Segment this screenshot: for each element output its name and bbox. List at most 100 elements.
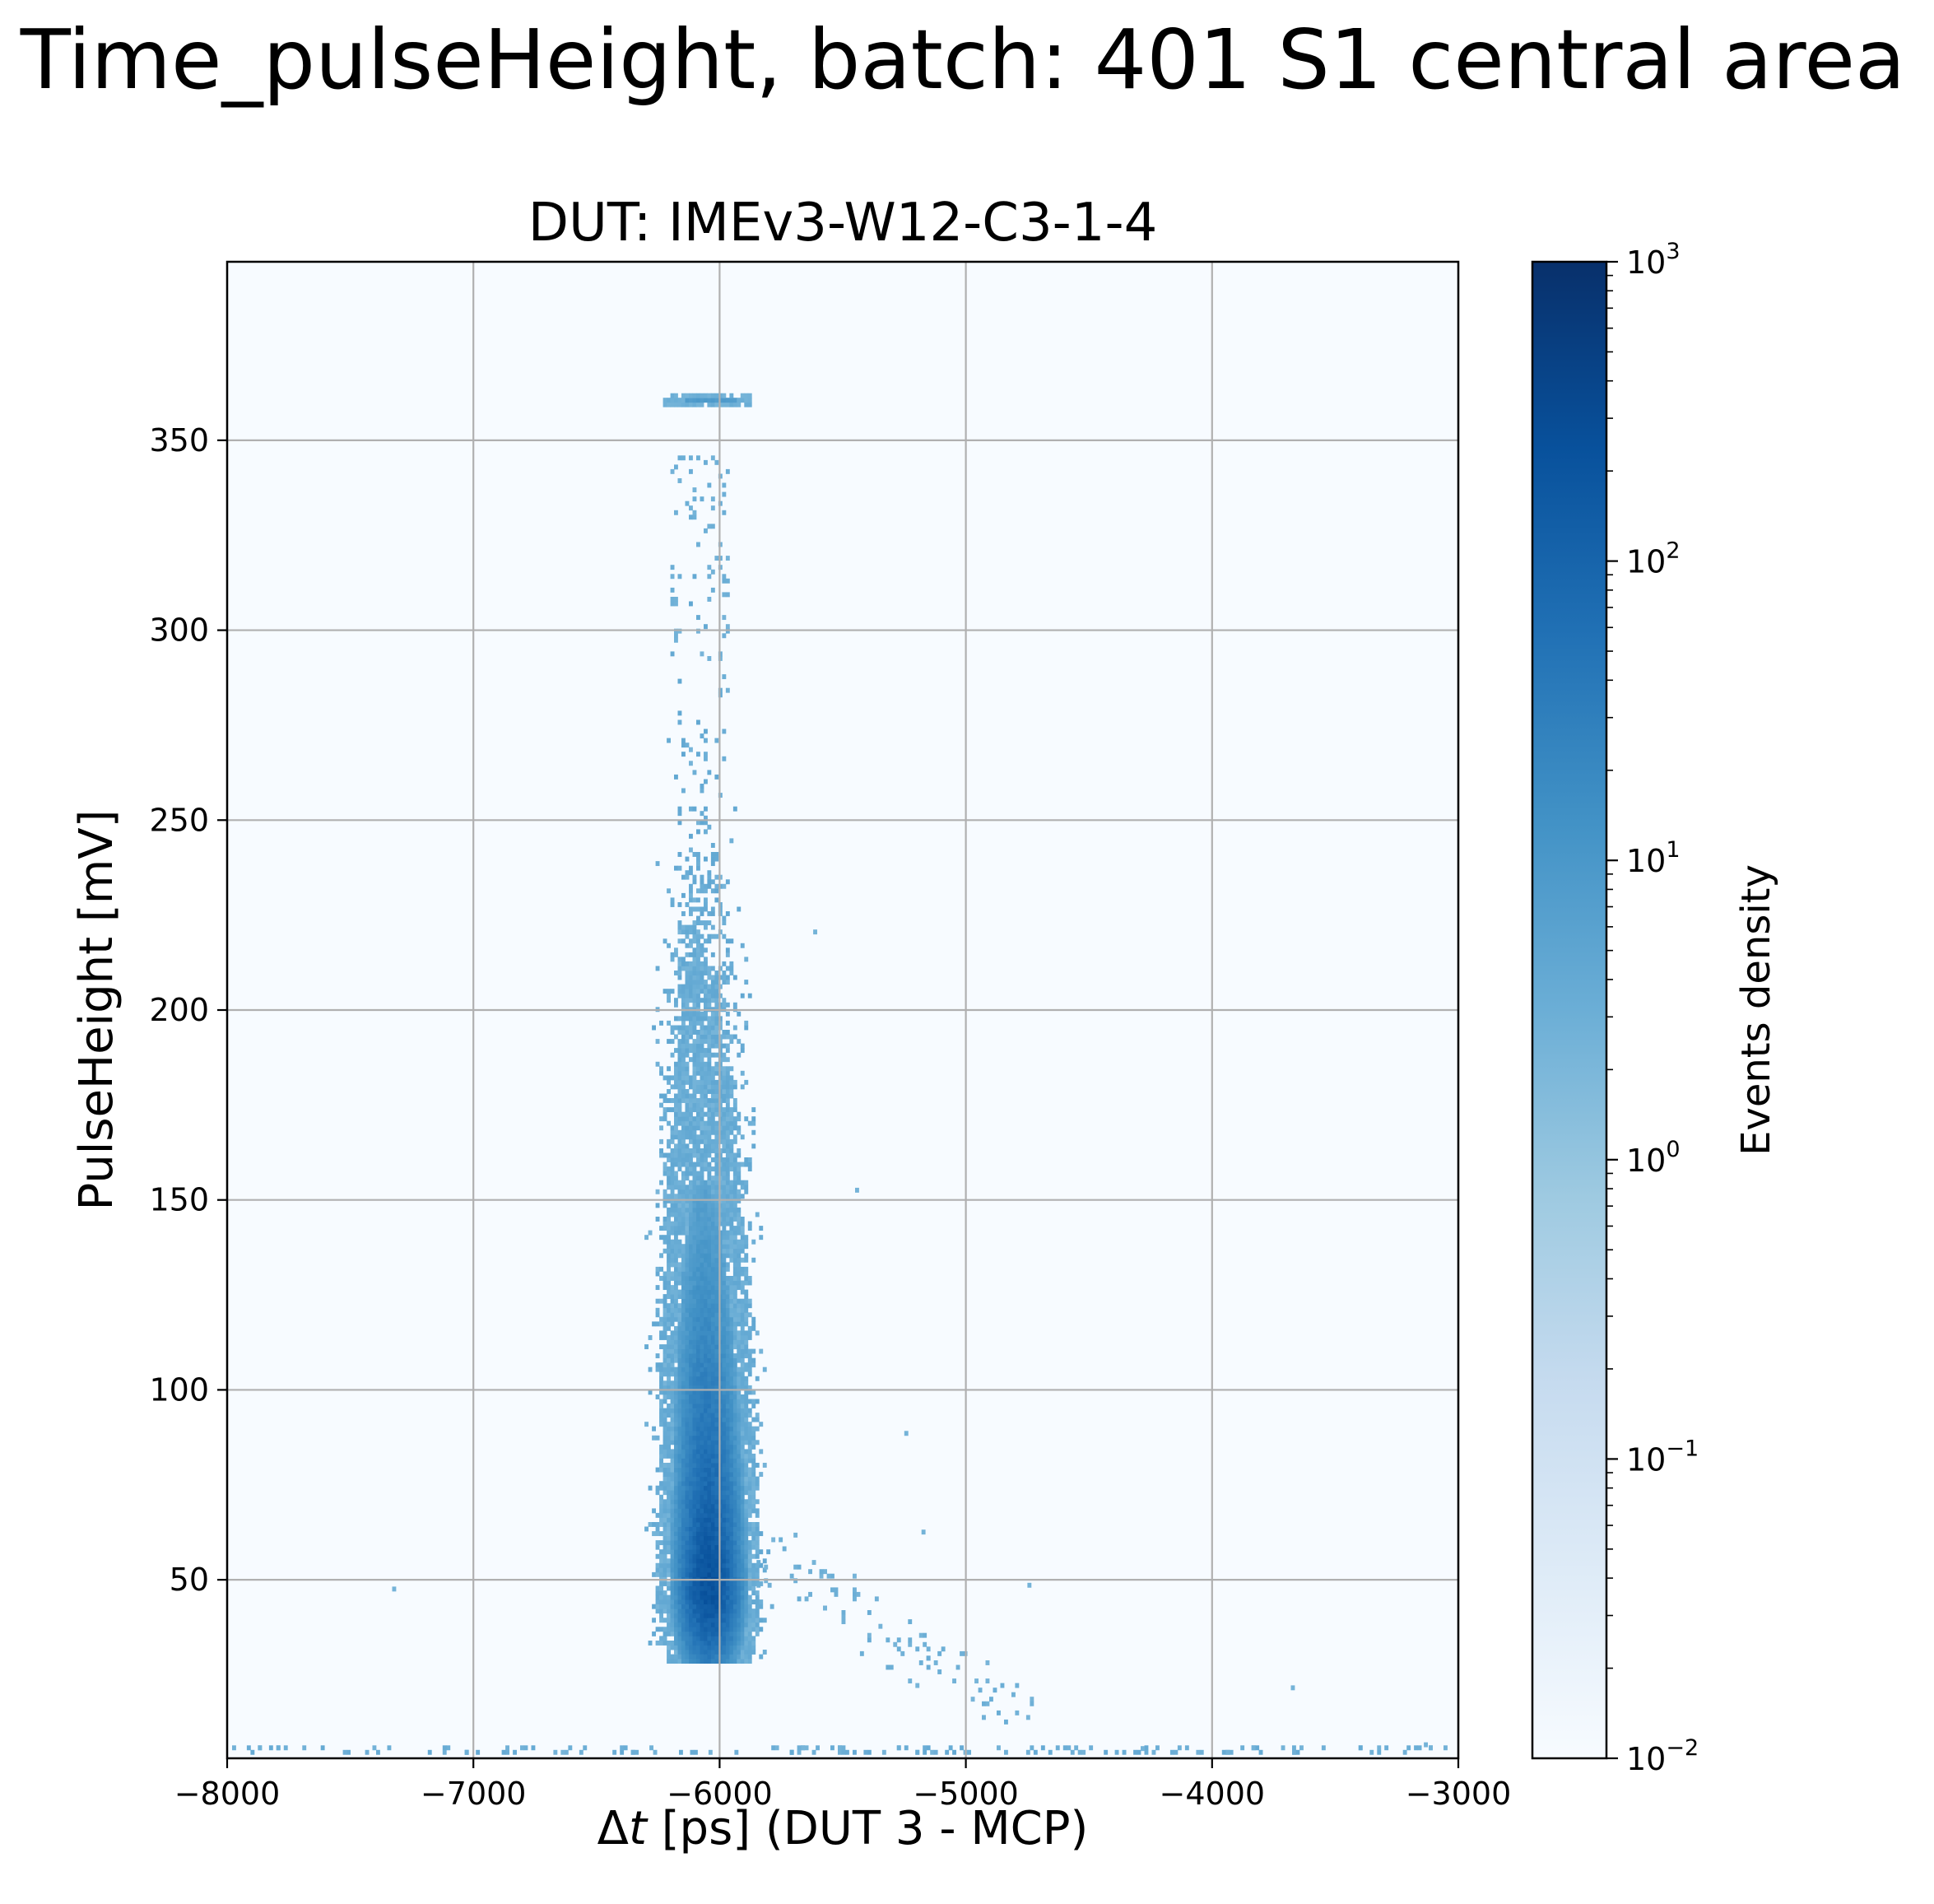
heatmap-cell	[689, 1581, 693, 1586]
heatmap-cell	[729, 1499, 734, 1505]
heatmap-cell	[751, 1585, 756, 1591]
heatmap-cell	[681, 1608, 686, 1614]
heatmap-cell	[732, 1449, 737, 1455]
heatmap-cell	[670, 1641, 675, 1646]
heatmap-cell	[670, 1631, 675, 1636]
heatmap-cell	[722, 1285, 727, 1291]
heatmap-cell	[747, 1435, 752, 1441]
heatmap-cell	[648, 1641, 653, 1646]
heatmap-cell	[689, 1271, 693, 1277]
heatmap-cell	[704, 1134, 708, 1140]
heatmap-cell	[710, 1622, 715, 1627]
heatmap-cell	[681, 1581, 686, 1586]
heatmap-cell	[714, 1376, 719, 1381]
heatmap-cell	[670, 1039, 675, 1045]
heatmap-cell	[714, 556, 719, 561]
heatmap-cell	[710, 989, 715, 994]
heatmap-cell	[729, 1253, 734, 1259]
heatmap-cell	[670, 1426, 675, 1431]
heatmap-cell	[670, 1161, 675, 1167]
heatmap-cell	[740, 1194, 745, 1199]
heatmap-cell	[674, 1458, 678, 1464]
heatmap-cell	[700, 1226, 704, 1231]
heatmap-cell	[670, 1558, 675, 1564]
heatmap-cell	[685, 1134, 690, 1140]
heatmap-cell	[700, 1503, 704, 1509]
heatmap-cell	[710, 1070, 715, 1076]
heatmap-cell	[737, 1262, 742, 1268]
heatmap-cell	[707, 1571, 712, 1577]
heatmap-cell	[670, 1540, 675, 1546]
heatmap-cell	[667, 1239, 671, 1245]
heatmap-cell	[681, 1175, 686, 1181]
heatmap-cell	[725, 1549, 730, 1555]
heatmap-cell	[677, 1161, 682, 1167]
heatmap-cell	[737, 1321, 742, 1327]
heatmap-cell	[722, 1148, 727, 1153]
heatmap-cell	[659, 1125, 663, 1131]
heatmap-cell	[681, 1467, 686, 1473]
heatmap-cell	[737, 1549, 742, 1555]
heatmap-cell	[737, 1385, 742, 1390]
heatmap-cell	[747, 1413, 752, 1418]
heatmap-cell	[751, 1618, 756, 1623]
heatmap-cell	[722, 1098, 727, 1103]
heatmap-cell	[729, 1307, 734, 1313]
heatmap-cell	[692, 933, 697, 939]
heatmap-cell	[685, 980, 690, 985]
heatmap-cell	[747, 1280, 752, 1286]
heatmap-cell	[662, 1152, 667, 1158]
heatmap-cell	[714, 1366, 719, 1372]
heatmap-cell	[685, 924, 690, 930]
heatmap-cell	[677, 1129, 682, 1135]
heatmap-cell	[751, 1472, 756, 1478]
heatmap-cell	[681, 1567, 686, 1573]
heatmap-cell	[681, 1463, 686, 1468]
heatmap-cell	[751, 1508, 756, 1514]
heatmap-cell	[707, 1553, 712, 1559]
heatmap-cell	[677, 1321, 682, 1327]
heatmap-cell	[674, 1390, 678, 1395]
heatmap-cell	[707, 1535, 712, 1541]
heatmap-cell	[667, 1185, 671, 1190]
heatmap-cell	[685, 993, 690, 999]
heatmap-cell	[1151, 1749, 1156, 1755]
heatmap-cell	[704, 1253, 708, 1259]
heatmap-cell	[685, 1458, 690, 1464]
heatmap-cell	[674, 393, 678, 398]
heatmap-cell	[692, 1098, 697, 1103]
heatmap-cell	[722, 1571, 727, 1577]
heatmap-cell	[725, 1390, 730, 1395]
heatmap-cell	[667, 1262, 671, 1268]
heatmap-cell	[755, 1476, 760, 1482]
heatmap-cell	[722, 393, 727, 398]
heatmap-cell	[677, 1531, 682, 1537]
heatmap-cell	[725, 1102, 730, 1108]
heatmap-cell	[685, 1111, 690, 1117]
heatmap-cell	[740, 1549, 745, 1555]
heatmap-cell	[689, 1116, 693, 1122]
heatmap-cell	[677, 1408, 682, 1413]
heatmap-cell	[700, 943, 704, 948]
heatmap-cell	[692, 1171, 697, 1176]
heatmap-cell	[725, 1098, 730, 1103]
heatmap-cell	[751, 1503, 756, 1509]
heatmap-cell	[744, 1558, 749, 1564]
heatmap-cell	[751, 1357, 756, 1363]
heatmap-cell	[667, 1549, 671, 1555]
heatmap-cell	[674, 1472, 678, 1478]
heatmap-cell	[692, 1594, 697, 1600]
heatmap-cell	[655, 1571, 660, 1577]
heatmap-cell	[689, 1221, 693, 1227]
x-tick-label: −7000	[421, 1776, 527, 1812]
heatmap-cell	[677, 1102, 682, 1108]
heatmap-cell	[667, 1618, 671, 1623]
heatmap-cell	[674, 998, 678, 1003]
heatmap-cell	[729, 1408, 734, 1413]
heatmap-cell	[662, 1553, 667, 1559]
heatmap-cell	[692, 398, 697, 403]
heatmap-cell	[677, 1043, 682, 1049]
heatmap-cell	[797, 1564, 802, 1570]
heatmap-cell	[732, 1257, 737, 1263]
heatmap-cell	[722, 1043, 727, 1049]
